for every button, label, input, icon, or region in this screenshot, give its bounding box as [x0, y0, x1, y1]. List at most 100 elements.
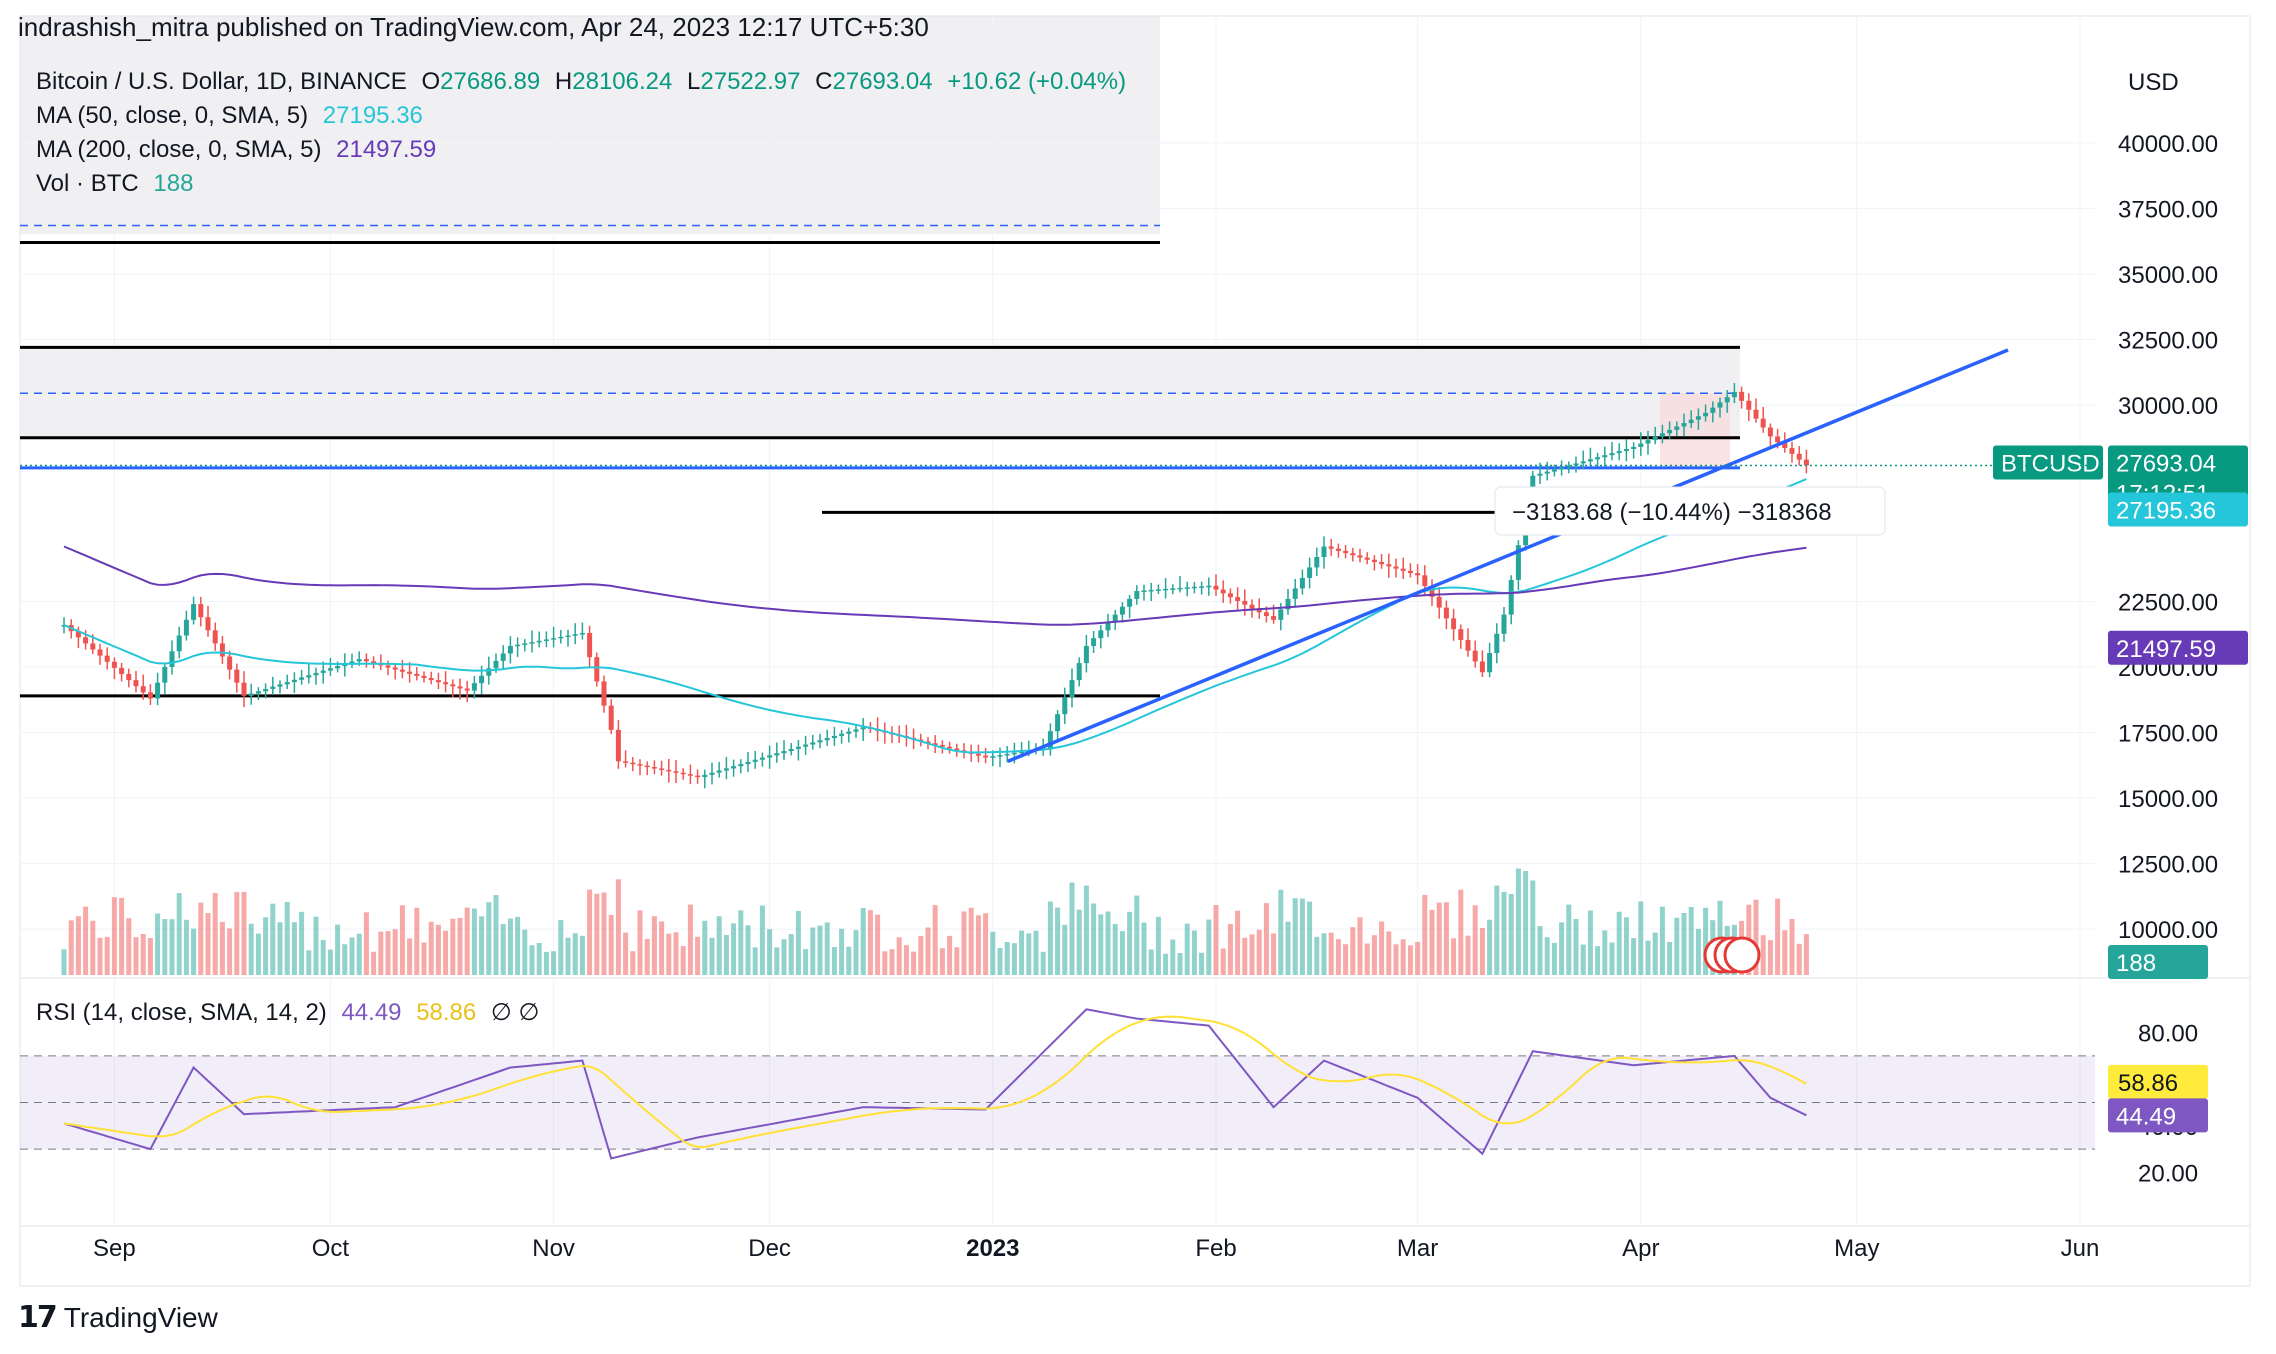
volume-bar: [867, 910, 873, 975]
candle-body: [1199, 586, 1205, 588]
volume-bar: [155, 913, 161, 975]
volume-bar: [817, 925, 823, 975]
volume-bar: [219, 921, 225, 975]
candle-body: [500, 653, 506, 661]
candle-body: [1055, 714, 1061, 732]
candle-body: [1688, 419, 1694, 424]
candle-body: [1681, 423, 1687, 427]
ma50-value: 27195.36: [322, 102, 423, 129]
candle-body: [1443, 607, 1449, 619]
volume-bar: [1307, 901, 1313, 975]
candle-body: [443, 682, 449, 685]
ma200-badge-bg: [2108, 630, 2248, 665]
price-tick-label: 17500.00: [2118, 721, 2218, 748]
ma200-legend[interactable]: MA (200, close, 0, SMA, 5) 21497.59: [36, 136, 444, 164]
candle-body: [1163, 588, 1169, 591]
candle-body: [1710, 407, 1716, 413]
volume-bar: [716, 916, 722, 975]
volume-bar: [126, 918, 132, 975]
volume-bar: [1069, 882, 1075, 975]
volume-bar: [263, 917, 269, 975]
candle-body: [990, 756, 996, 758]
volume-bar: [687, 904, 693, 975]
candle-body: [1069, 680, 1075, 698]
volume-bar: [392, 929, 398, 975]
candle-body: [1220, 589, 1226, 594]
volume-bar: [1659, 906, 1665, 975]
volume-bar: [1098, 914, 1104, 975]
volume-bar: [1364, 943, 1370, 975]
volume-bar: [1177, 953, 1183, 975]
volume-bar: [97, 937, 103, 975]
volume-bar: [896, 937, 902, 975]
candle-body: [399, 669, 405, 672]
candle-body: [414, 673, 420, 676]
volume-bar: [1443, 902, 1449, 975]
ma200-line: [63, 545, 1807, 626]
candle-body: [558, 636, 564, 639]
candle-body: [1645, 440, 1651, 444]
volume-bar: [1652, 932, 1658, 975]
volume-bar: [1055, 907, 1061, 975]
candle-body: [1155, 589, 1161, 591]
volume-bar: [824, 922, 830, 975]
candle-body: [407, 671, 413, 674]
candle-body: [1487, 653, 1493, 673]
volume-bar: [515, 916, 521, 975]
candle-body: [464, 688, 470, 691]
volume-bar: [1271, 933, 1277, 975]
volume-legend[interactable]: Vol · BTC 188: [36, 170, 201, 198]
candle-body: [327, 668, 333, 671]
volume-bar: [1199, 952, 1205, 975]
volume-bar: [954, 947, 960, 975]
price-tick-label: 35000.00: [2118, 262, 2218, 289]
volume-bar: [1004, 942, 1010, 975]
volume-bar: [68, 920, 74, 975]
volume-bar: [270, 903, 276, 975]
candle-body: [680, 772, 686, 775]
time-tick-label: Dec: [748, 1235, 791, 1262]
candle-body: [255, 691, 261, 694]
volume-bar: [61, 949, 67, 975]
volume-bar: [1422, 894, 1428, 975]
candle-body: [270, 686, 276, 689]
publish-header: indrashish_mitra published on TradingVie…: [18, 12, 929, 42]
rsi-badge-bg: [2108, 1098, 2208, 1133]
volume-bar: [464, 907, 470, 975]
candle-body: [90, 643, 96, 650]
candle-body: [1515, 545, 1521, 580]
volume-bar: [1292, 898, 1298, 975]
rsi-ma-value: 58.86: [416, 999, 477, 1026]
volume-bar: [1314, 936, 1320, 975]
candle-body: [1386, 564, 1392, 567]
volume-bar: [1789, 918, 1795, 975]
symbol-legend[interactable]: Bitcoin / U.S. Dollar, 1D, BINANCE O2768…: [36, 68, 1134, 96]
candle-body: [1328, 546, 1334, 549]
price-tick-label: 12500.00: [2118, 852, 2218, 879]
volume-bar: [839, 928, 845, 975]
ma50-legend[interactable]: MA (50, close, 0, SMA, 5) 27195.36: [36, 102, 431, 130]
candle-body: [227, 656, 233, 670]
volume-bar: [810, 927, 816, 975]
volume-bar: [1501, 891, 1507, 975]
candle-body: [241, 682, 247, 696]
candle-body: [1746, 400, 1752, 410]
volume-bar: [1573, 918, 1579, 975]
volume-bar: [522, 929, 528, 975]
volume-bar: [1566, 904, 1572, 975]
volume-bar: [248, 923, 254, 975]
volume-bar: [1753, 899, 1759, 975]
volume-bar: [133, 937, 139, 975]
volume-bar: [659, 921, 665, 975]
volume-bar: [1343, 944, 1349, 975]
volume-bar: [493, 895, 499, 975]
volume-bar: [1515, 868, 1521, 975]
candle-body: [767, 755, 773, 758]
candle-body: [126, 673, 132, 681]
price-tick-label: 22500.00: [2118, 590, 2218, 617]
volume-bar: [1429, 909, 1435, 975]
volume-bar: [1191, 930, 1197, 975]
rsi-legend[interactable]: RSI (14, close, SMA, 14, 2) 44.49 58.86 …: [36, 998, 547, 1027]
volume-bar: [349, 937, 355, 975]
